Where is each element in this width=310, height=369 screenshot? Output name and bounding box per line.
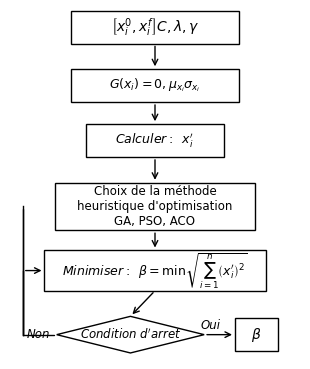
FancyBboxPatch shape [235,318,278,351]
Text: Non: Non [27,328,50,341]
Text: $\beta$: $\beta$ [251,326,262,344]
Text: $\mathit{Calculer:}\;\; x_i^{\prime}$: $\mathit{Calculer:}\;\; x_i^{\prime}$ [115,131,195,150]
FancyBboxPatch shape [44,251,266,291]
FancyBboxPatch shape [55,183,255,230]
Text: $G(x_i)=0, \mu_{x_i} \sigma_{x_i}$: $G(x_i)=0, \mu_{x_i} \sigma_{x_i}$ [109,77,201,94]
FancyBboxPatch shape [86,124,224,157]
Text: Choix de la méthode
heuristique d'optimisation
GA, PSO, ACO: Choix de la méthode heuristique d'optimi… [77,185,233,228]
Text: $\mathit{Minimiser:}\;\; \beta = \min\sqrt{\sum_{i=1}^{n}\left(x_i^{\prime}\righ: $\mathit{Minimiser:}\;\; \beta = \min\sq… [62,251,248,290]
Polygon shape [57,316,204,353]
FancyBboxPatch shape [70,69,240,102]
FancyBboxPatch shape [70,11,240,44]
Text: Oui: Oui [200,319,220,332]
Text: $\left[x_i^0, x_i^f\right] C, \lambda, \gamma$: $\left[x_i^0, x_i^f\right] C, \lambda, \… [111,16,199,38]
Text: $\mathit{Condition\; d'arret}$: $\mathit{Condition\; d'arret}$ [80,327,181,342]
